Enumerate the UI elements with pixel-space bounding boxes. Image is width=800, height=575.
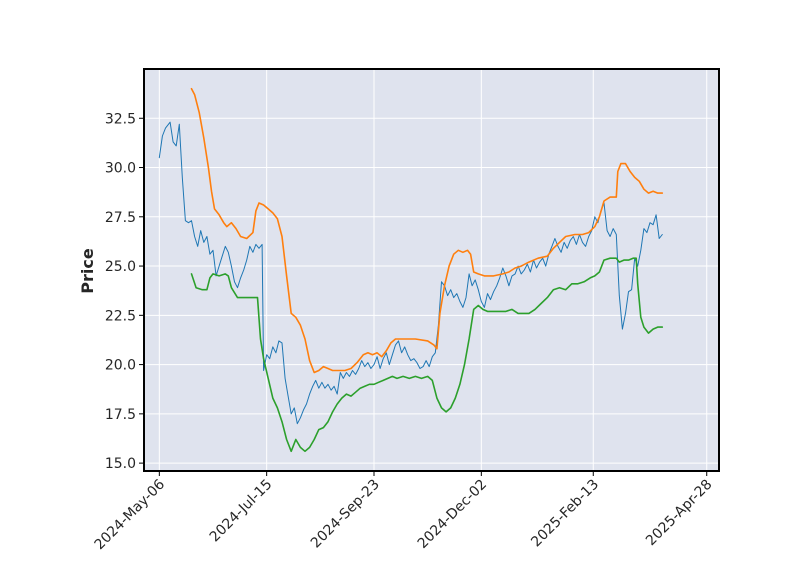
x-tick-label: 2024-May-06 [92, 476, 169, 553]
plot-frame [143, 68, 720, 472]
series-line-orange [190, 87, 664, 374]
series-layer [158, 87, 664, 453]
y-axis: 15.0 17.5 20.0 22.5 25.0 27.5 30.0 32.5 [105, 111, 144, 472]
x-tick-label: 2025-Apr-28 [643, 477, 716, 550]
x-tick-label: 2024-Jul-15 [207, 477, 276, 546]
series-line-green [190, 257, 664, 453]
x-tick-label: 2025-Feb-13 [528, 477, 602, 551]
plot-background [144, 69, 719, 471]
y-tick-label: 15.0 [105, 456, 136, 472]
y-gridlines [144, 117, 719, 464]
x-axis: 2024-May-06 2024-Jul-15 2024-Sep-23 2024-De… [92, 471, 716, 553]
series-line-blue [158, 121, 663, 425]
y-tick-label: 32.5 [105, 111, 136, 127]
y-tick-label: 30.0 [105, 161, 136, 177]
y-tick-label: 20.0 [105, 358, 136, 374]
y-tick-label: 22.5 [105, 308, 136, 324]
x-tick-label: 2024-Dec-02 [415, 477, 490, 552]
x-tick-label: 2024-Sep-23 [308, 477, 383, 552]
y-tick-label: 25.0 [105, 259, 136, 275]
y-axis-label: Price [78, 248, 97, 294]
x-gridlines [158, 69, 708, 471]
y-tick-label: 27.5 [105, 210, 136, 226]
y-tick-label: 17.5 [105, 407, 136, 423]
